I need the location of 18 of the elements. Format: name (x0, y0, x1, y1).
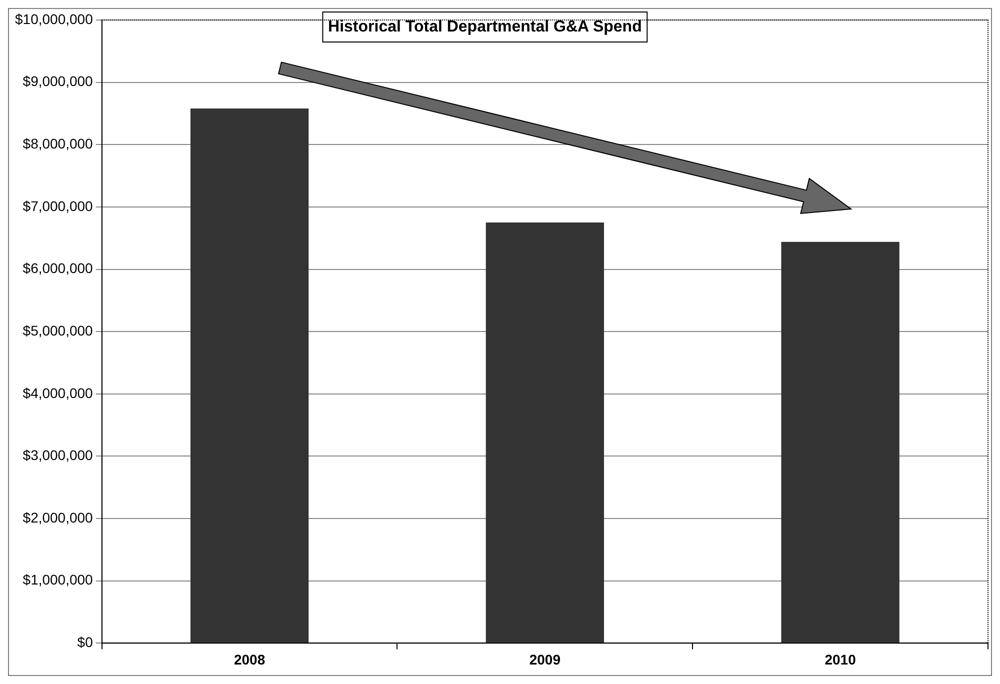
y-tick-label: $5,000,000 (22, 322, 94, 338)
y-tick-label: $3,000,000 (22, 447, 94, 464)
chart-title: Historical Total Departmental G&A Spend (328, 18, 642, 36)
y-tick-label: $0 (77, 634, 94, 650)
x-tick-label: 2010 (824, 651, 856, 668)
bar (486, 222, 604, 643)
y-tick-label: $1,000,000 (22, 572, 94, 588)
y-tick-label: $6,000,000 (22, 260, 94, 276)
bar (781, 242, 900, 643)
y-tick-label: $8,000,000 (22, 136, 94, 152)
y-tick-label: $7,000,000 (22, 198, 94, 214)
y-tick-label: $2,000,000 (22, 509, 94, 526)
y-tick-label: $9,000,000 (22, 73, 94, 90)
x-tick-label: 2009 (529, 651, 561, 668)
y-tick-label: $10,000,000 (14, 10, 94, 27)
bar (190, 108, 309, 643)
x-tick-label: 2008 (234, 651, 266, 668)
y-tick-label: $4,000,000 (22, 384, 94, 401)
